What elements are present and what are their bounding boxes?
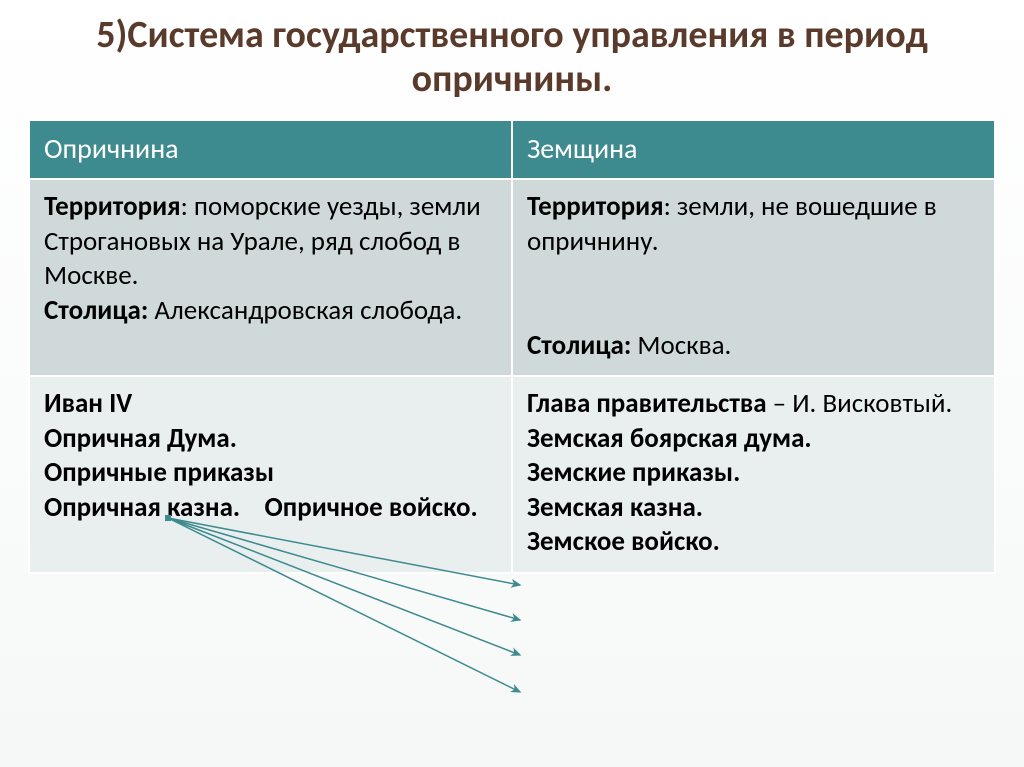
gov-line: Земская боярская дума. (527, 422, 812, 455)
col-header-oprichnina: Опричнина (29, 120, 512, 179)
gov-line: – И. Висковтый. (767, 387, 953, 420)
gov-line: Опричные приказы (44, 456, 274, 489)
capital-label: Столица: (44, 294, 148, 327)
slide: 5)Система государственного управления в … (0, 0, 1024, 767)
cell-oprichnina-territory: Территория: поморские уезды, земли Строг… (29, 179, 512, 376)
gov-line: Земская казна. (527, 491, 703, 524)
col-header-zemshchina: Земщина (512, 120, 995, 179)
cell-zemshchina-gov: Глава правительства – И. Висковтый. Земс… (512, 376, 995, 573)
gov-line: Опричное войско. (265, 491, 478, 524)
gov-line: Иван IV (44, 387, 132, 420)
territory-label: Территория (44, 190, 181, 223)
gov-line: Глава правительства (527, 387, 767, 420)
gov-line: Опричная казна. (44, 491, 240, 524)
comparison-table: Опричнина Земщина Территория: поморские … (28, 119, 996, 573)
capital-text: Александровская слобода. (148, 294, 462, 327)
gov-line: Опричная Дума. (44, 422, 237, 455)
gov-line: Земское войско. (527, 525, 720, 558)
cell-zemshchina-territory: Территория: земли, не вошедшие в опрични… (512, 179, 995, 376)
table-row: Территория: поморские уезды, земли Строг… (29, 179, 995, 376)
table-header-row: Опричнина Земщина (29, 120, 995, 179)
territory-label: Территория (527, 190, 664, 223)
gov-line: Земские приказы. (527, 456, 740, 489)
capital-text: Москва. (631, 329, 731, 362)
table-row: Иван IV Опричная Дума. Опричные приказы … (29, 376, 995, 573)
capital-label: Столица: (527, 329, 631, 362)
cell-oprichnina-gov: Иван IV Опричная Дума. Опричные приказы … (29, 376, 512, 573)
slide-title: 5)Система государственного управления в … (28, 14, 996, 101)
